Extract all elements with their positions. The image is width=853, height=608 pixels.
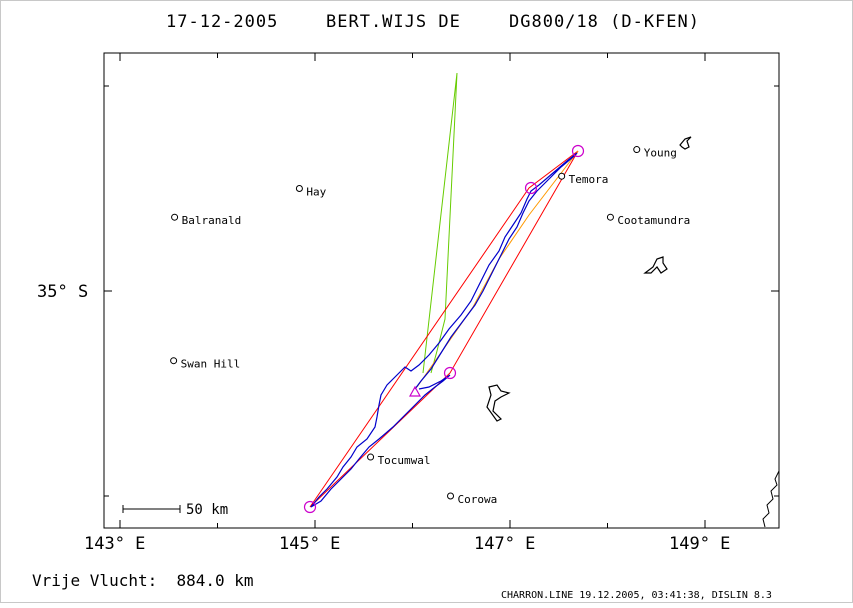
town-marker [606,213,614,221]
x-tick-label: 145° E [279,534,340,554]
town-label: Young [644,147,677,160]
scale-bar-label: 50 km [186,502,228,518]
flight-date: 17-12-2005 [166,12,278,32]
town-marker [295,185,303,192]
task-triangle [309,150,579,508]
x-tick-label: 147° E [474,534,535,554]
turnpoint-marker [443,366,457,380]
lake-shape [643,256,668,274]
town-marker [171,213,179,221]
glider-id: DG800/18 (D-KFEN) [509,12,700,32]
orange-leg [416,150,579,388]
town-marker [558,172,566,180]
turnpoint-marker [524,181,538,195]
town-marker [447,492,455,500]
town-label: Corowa [458,493,498,506]
town-marker [633,146,641,154]
lake-shape [679,136,692,150]
pilot-name: BERT.WIJS DE [326,12,461,32]
green-leg [422,72,458,374]
start-triangle-marker [408,385,422,397]
coastline [762,470,780,528]
lake-shape [486,384,511,422]
y-tick-label: 35° S [37,282,88,302]
flight-track [310,152,578,508]
x-tick-label: 149° E [669,534,730,554]
turnpoint-marker [571,144,585,158]
town-marker [170,357,178,365]
map-frame [103,52,780,529]
free-flight-distance: Vrije Vlucht: 884.0 km [32,571,254,590]
towns: HillstonForbesBathurstYoungTemoraCootamu… [170,146,690,608]
scale-bar: 50 km [122,502,228,518]
turnpoints [303,144,585,514]
town-label: Temora [569,173,609,186]
y-axis-ticks: 35° S [37,85,779,497]
turnpoint-marker [303,500,317,514]
render-credit: CHARRON.LINE 19.12.2005, 03:41:38, DISLI… [501,590,772,601]
town-label: Tocumwal [378,454,431,467]
town-label: Balranald [182,214,242,227]
town-label: Hay [306,186,326,199]
x-tick-label: 143° E [84,534,145,554]
town-marker [367,453,375,461]
x-axis-ticks: 143° E 145° E 147° E 149° E [84,53,730,554]
town-label: Cootamundra [617,214,690,227]
town-label: Swan Hill [181,358,241,371]
